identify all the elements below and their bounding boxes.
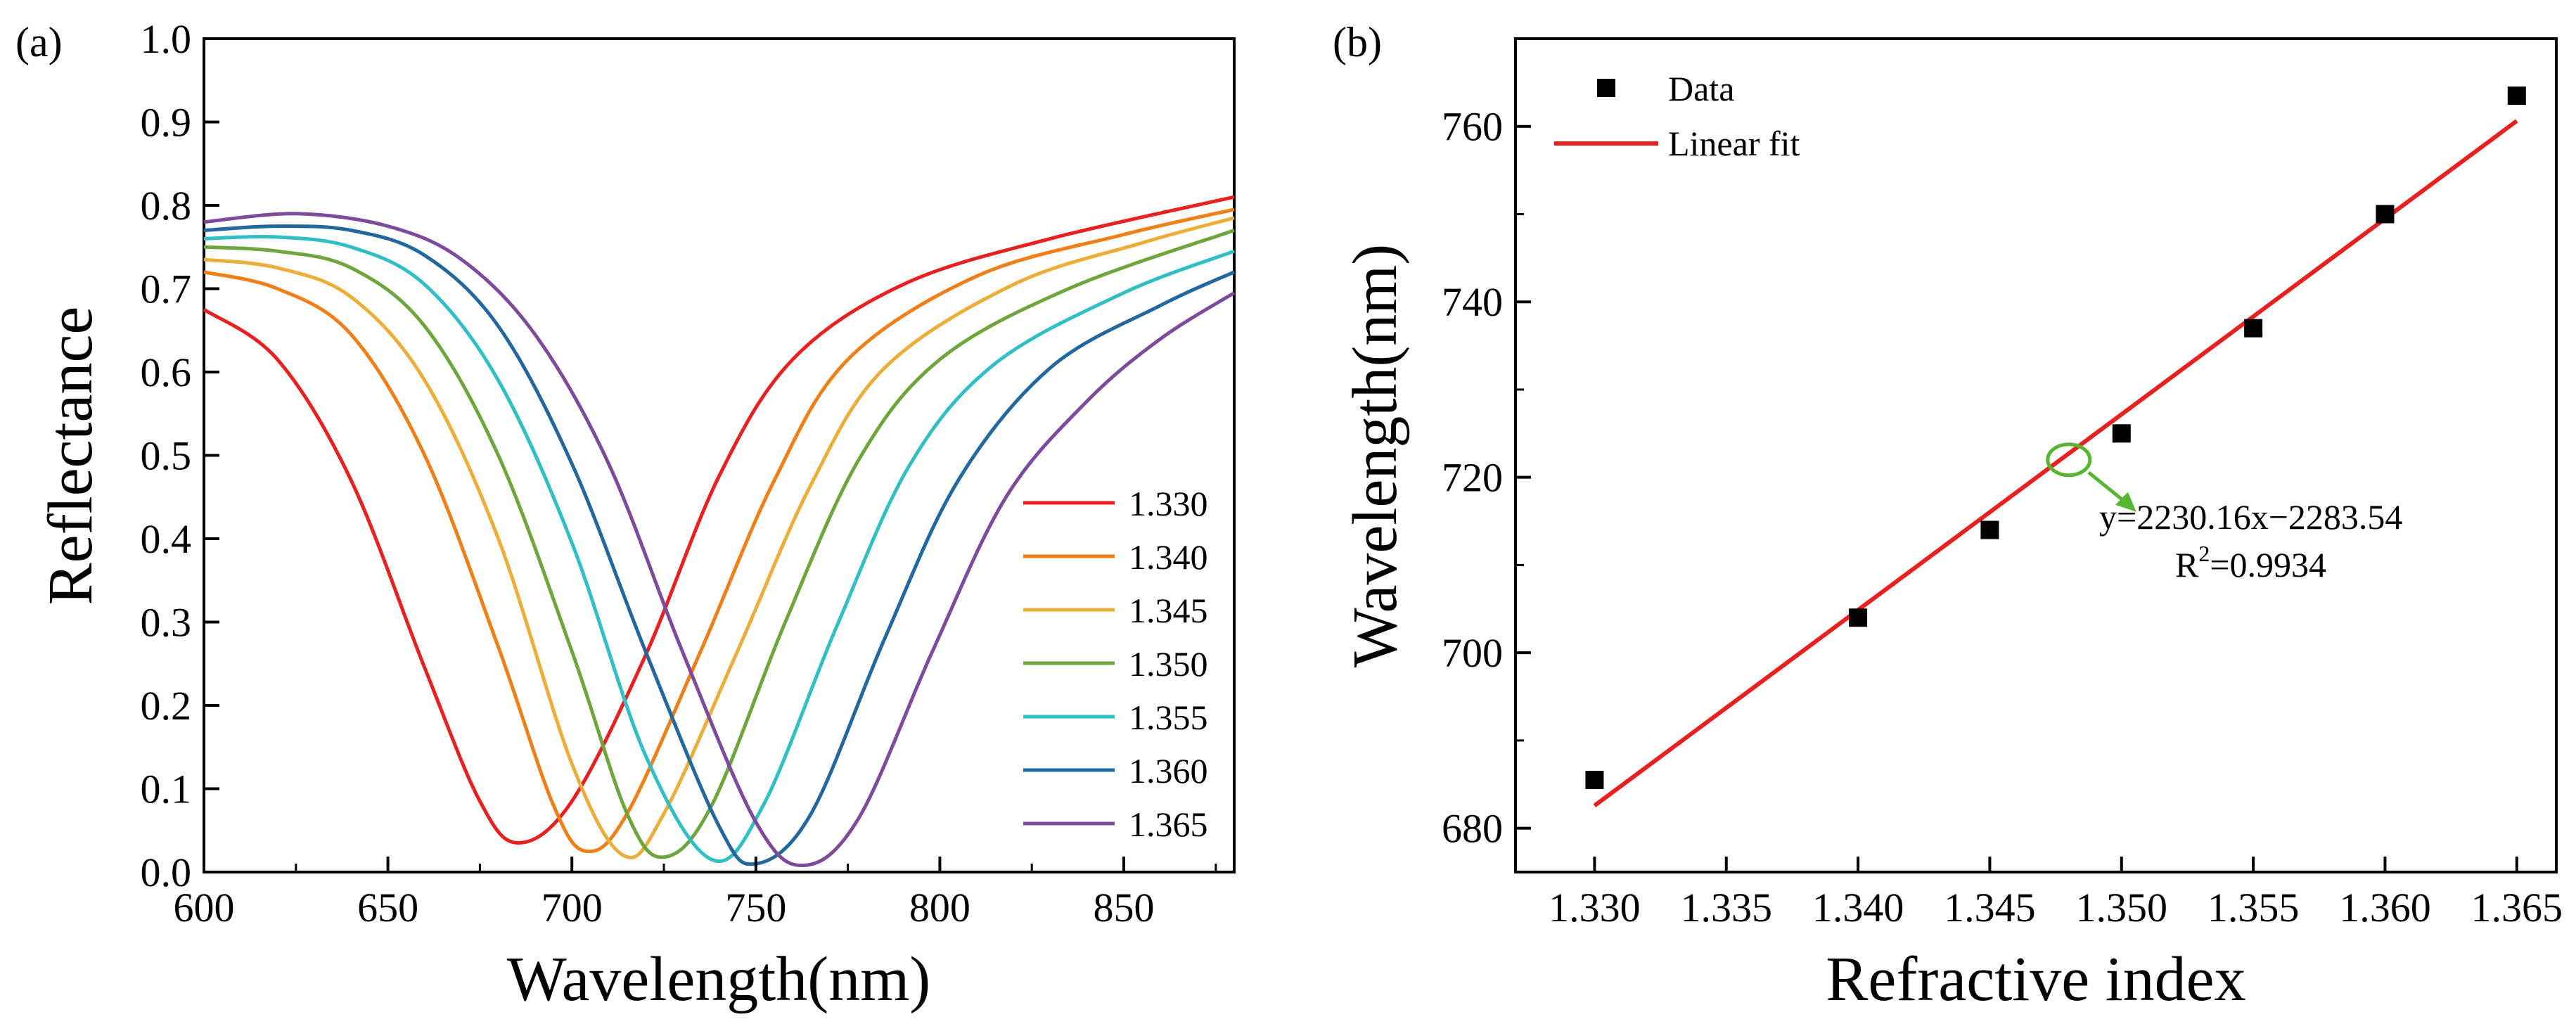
panel-a-reflectance-chart: (a) 600 650 700 750 800 850 0.0 0.1 0.2 0.3 0.4 0.5…: [15, 16, 1236, 1014]
data-point: [2507, 87, 2526, 105]
reflectance-curve-1-345: [203, 216, 1235, 859]
legend-label-1-350: 1.350: [1129, 644, 1208, 684]
legend-data-marker: [1597, 79, 1615, 97]
y-tick-label: 0.6: [141, 350, 192, 395]
data-point: [2376, 205, 2395, 224]
reflectance-curve-1-330: [203, 195, 1235, 845]
fit-equation-label: y=2230.16x−2283.54: [2099, 497, 2402, 537]
x-tick-label: 800: [909, 885, 970, 930]
data-point: [2244, 319, 2263, 338]
y-tick-label: 700: [1442, 630, 1503, 676]
reflectance-curve-1-340: [203, 207, 1235, 854]
y-tick-label: 0.3: [141, 600, 192, 646]
y-tick-label: 0.9: [141, 100, 192, 146]
x-tick-label: 700: [542, 885, 603, 930]
legend-label-1-365: 1.365: [1129, 805, 1208, 844]
linear-fit-line: [1593, 119, 2518, 807]
y-tick-label: 0.5: [141, 433, 192, 479]
data-point: [1585, 771, 1604, 790]
legend-label-1-330: 1.330: [1129, 484, 1208, 523]
panel-b-legend: Data Linear fit: [1554, 69, 1800, 163]
y-tick-label: 680: [1442, 806, 1503, 852]
panel-b-ticks: 1.330 1.335 1.340 1.345 1.350 1.355 1.360 1.365…: [1442, 37, 2563, 930]
panel-b-fit-annotation: y=2230.16x−2283.54 R2=0.9934: [2046, 442, 2402, 584]
panel-b-plot-frame: [1514, 37, 2558, 873]
reflectance-curve-1-360: [203, 224, 1236, 866]
data-point: [1980, 520, 1999, 539]
annotation-arrow-head: [2115, 492, 2136, 512]
x-tick-label: 650: [357, 885, 418, 930]
panel-a-plot-frame: [203, 37, 1236, 873]
legend-label-linear-fit: Linear fit: [1668, 124, 1800, 163]
legend-label-1-345: 1.345: [1129, 591, 1208, 630]
panel-b-x-axis-title: Refractive index: [1826, 944, 2245, 1014]
x-tick-label: 1.330: [1549, 885, 1641, 930]
y-tick-label: 0.8: [141, 183, 192, 229]
panel-b-data-points: [1585, 87, 2526, 790]
legend-label-1-360: 1.360: [1129, 751, 1208, 790]
reflectance-curve-1-355: [203, 234, 1235, 863]
y-tick-label: 1.0: [141, 16, 192, 62]
x-tick-label: 600: [174, 885, 235, 930]
y-tick-label: 0.1: [141, 767, 192, 812]
y-tick-label: 0.7: [141, 267, 192, 312]
x-tick-label: 1.350: [2076, 885, 2168, 930]
legend-label-data: Data: [1668, 69, 1734, 108]
x-tick-label: 850: [1094, 885, 1155, 930]
legend-label-1-340: 1.340: [1129, 537, 1208, 577]
reflectance-curve-1-365: [203, 212, 1236, 868]
annotation-ellipse: [2046, 442, 2092, 478]
y-tick-label: 720: [1442, 455, 1503, 501]
x-tick-label: 750: [725, 885, 786, 930]
panel-a-ticks: 600 650 700 750 800 850 0.0 0.1 0.2 0.3 0.4 0.5 0.6 0…: [141, 16, 1217, 930]
y-tick-label: 0.4: [141, 516, 192, 562]
x-tick-label: 1.335: [1680, 885, 1772, 930]
y-tick-label: 760: [1442, 104, 1503, 150]
panel-b-linear-fit-chart: (b) 1.330 1.335 1.340 1.345 1.350 1.355 1.360 1…: [1333, 19, 2563, 1014]
y-tick-label: 0.2: [141, 683, 192, 729]
x-tick-label: 1.340: [1812, 885, 1904, 930]
panel-b-fit-line-group: [1593, 119, 2518, 807]
panel-a-y-axis-title: Reflectance: [36, 307, 105, 606]
panel-a-label: (a): [15, 19, 63, 65]
panel-a-legend: 1.330 1.340 1.345 1.350 1.355 1.360 1.365: [1023, 484, 1208, 844]
x-tick-label: 1.355: [2207, 885, 2300, 930]
panel-b-y-axis-title: Wavelength(nm): [1340, 244, 1410, 668]
y-tick-label: 0.0: [141, 850, 192, 895]
fit-r-squared-label: R2=0.9934: [2175, 541, 2326, 584]
data-point: [1849, 608, 1868, 627]
annotation-arrow-shaft: [2087, 470, 2127, 504]
panel-a-x-axis-title: Wavelength(nm): [507, 944, 931, 1014]
x-tick-label: 1.345: [1944, 885, 2036, 930]
x-tick-label: 1.365: [2471, 885, 2563, 930]
panel-a-curves: [203, 195, 1236, 868]
x-tick-label: 1.360: [2339, 885, 2431, 930]
reflectance-curve-1-350: [203, 229, 1235, 859]
legend-label-1-355: 1.355: [1129, 698, 1208, 737]
panel-b-label: (b): [1333, 19, 1382, 65]
y-tick-label: 740: [1442, 279, 1503, 325]
data-point: [2112, 424, 2131, 443]
